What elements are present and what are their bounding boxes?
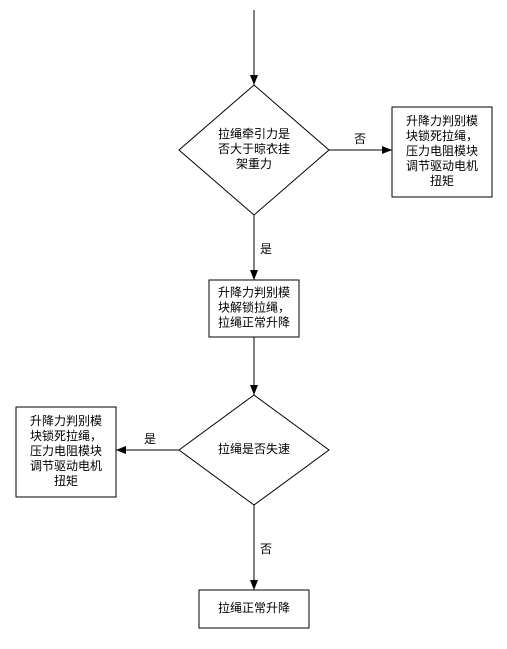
svg-text:升降力判别模: 升降力判别模	[218, 285, 290, 299]
svg-text:升降力判别模: 升降力判别模	[30, 414, 102, 428]
svg-text:压力电阻模块: 压力电阻模块	[406, 144, 478, 158]
svg-text:否大于晾衣挂: 否大于晾衣挂	[218, 141, 290, 156]
arrowhead-icon	[250, 270, 258, 280]
svg-text:调节驱动电机: 调节驱动电机	[406, 159, 478, 173]
svg-text:压力电阻模块: 压力电阻模块	[30, 444, 102, 458]
svg-text:块锁死拉绳，: 块锁死拉绳，	[30, 428, 102, 443]
arrowhead-icon	[250, 580, 258, 590]
edge-label: 否	[354, 132, 366, 146]
svg-text:调节驱动电机: 调节驱动电机	[30, 459, 102, 473]
svg-text:拉绳牵引力是: 拉绳牵引力是	[218, 126, 290, 141]
svg-text:块解锁拉绳，: 块解锁拉绳，	[218, 299, 290, 314]
arrowhead-icon	[116, 446, 126, 454]
svg-text:扭矩: 扭矩	[430, 174, 454, 188]
edge-label: 是	[260, 242, 272, 256]
svg-text:扭矩: 扭矩	[54, 474, 78, 488]
arrowhead-icon	[382, 146, 392, 154]
svg-text:升降力判别模: 升降力判别模	[406, 114, 478, 128]
svg-text:块锁死拉绳，: 块锁死拉绳，	[406, 128, 478, 143]
arrowhead-icon	[250, 385, 258, 395]
svg-text:拉绳正常升降: 拉绳正常升降	[218, 314, 290, 329]
svg-text:架重力: 架重力	[236, 157, 272, 171]
arrowhead-icon	[250, 75, 258, 85]
edge-label: 是	[144, 432, 156, 446]
edge-label: 否	[260, 542, 272, 556]
svg-text:拉绳是否失速: 拉绳是否失速	[218, 441, 290, 456]
svg-text:拉绳正常升降: 拉绳正常升降	[218, 600, 290, 615]
